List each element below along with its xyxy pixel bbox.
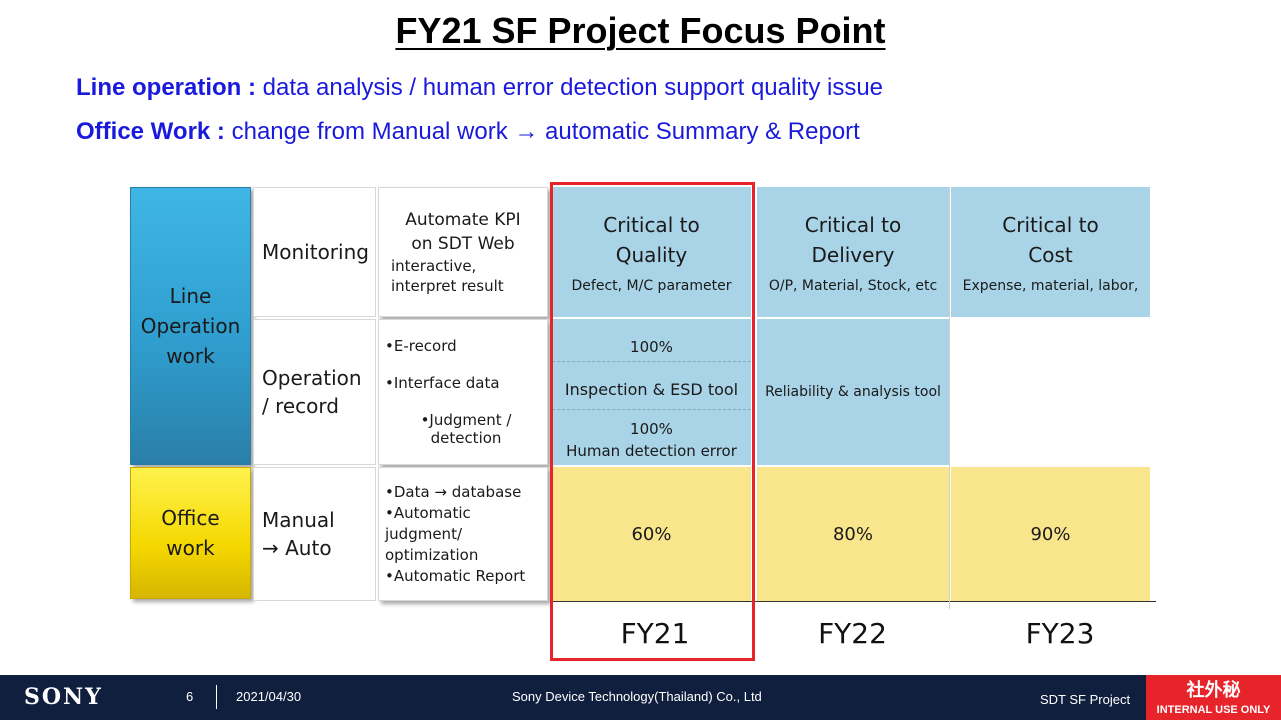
fy21-highlight-box — [550, 182, 755, 661]
fy23-sub: Expense, material, labor, — [962, 278, 1139, 294]
line-operation-label: Line operation : — [76, 74, 256, 101]
office-work-text: change from Manual work → automatic Summ… — [224, 118, 860, 145]
monitoring-sub: interactive, interpret result — [391, 257, 504, 295]
manual-item: •Automatic Report — [385, 566, 526, 585]
fy21-header: Critical to Quality Defect, M/C paramete… — [552, 187, 751, 317]
sony-logo: SONY — [24, 684, 103, 710]
manual-item: •Automatic judgment/ optimization — [385, 503, 479, 564]
fy23-operation — [951, 319, 1150, 465]
line-operation-point: Line operation : data analysis / human e… — [76, 74, 883, 102]
fy23-office: 90% — [951, 467, 1150, 601]
footer-divider — [216, 685, 217, 709]
fy22-header: Critical to Delivery O/P, Material, Stoc… — [757, 187, 949, 317]
fy21-head: Critical to Quality — [603, 213, 700, 267]
year-fy21: FY21 — [620, 616, 690, 650]
fy21-op3a: 100% — [630, 420, 673, 438]
fy23-head: Critical to Cost — [1002, 213, 1099, 267]
fy22-head: Critical to Delivery — [804, 213, 902, 267]
op-item: •Judgment / detection — [420, 410, 512, 447]
fy21-sub: Defect, M/C parameter — [571, 278, 732, 294]
fy21-op1: 100% — [630, 338, 673, 356]
year-fy22: FY22 — [818, 616, 887, 650]
subcategory-manual: Manual → Auto — [253, 467, 376, 601]
footer-company: Sony Device Technology(Thailand) Co., Lt… — [512, 689, 762, 704]
internal-use-badge: 社外秘 INTERNAL USE ONLY — [1146, 675, 1281, 720]
manual-item: •Data → database — [385, 482, 522, 501]
office-work-label: Office Work : — [76, 118, 225, 145]
year-fy23: FY23 — [1025, 616, 1095, 650]
detail-monitoring: Automate KPI on SDT Web interactive, int… — [378, 187, 548, 317]
fy22-sub: O/P, Material, Stock, etc — [768, 278, 938, 294]
fy22-office: 80% — [757, 467, 949, 601]
category-line-operation: Line Operation work — [130, 187, 251, 465]
office-work-point: Office Work : change from Manual work → … — [76, 118, 860, 146]
op-item: •Interface data — [385, 373, 500, 392]
fy21-operation — [552, 319, 751, 465]
fy23-header: Critical to Cost Expense, material, labo… — [951, 187, 1150, 317]
op-item: •E-record — [385, 337, 457, 356]
footer-date: 2021/04/30 — [236, 689, 302, 704]
detail-operation: •E-record •Interface data •Judgment / de… — [378, 319, 548, 465]
fy21-op3b: Human detection error — [566, 442, 737, 460]
monitoring-title: Automate KPI on SDT Web — [405, 210, 521, 254]
category-office: Office work — [130, 467, 251, 599]
page-number: 6 — [186, 689, 194, 704]
subcategory-monitoring: Monitoring — [253, 187, 376, 317]
footer-project: SDT SF Project — [1040, 692, 1131, 707]
detail-manual: •Data → database •Automatic judgment/ op… — [378, 467, 548, 601]
line-operation-text: data analysis / human error detection su… — [256, 74, 884, 101]
badge-jp: 社外秘 — [1186, 680, 1241, 700]
subcategory-operation: Operation / record — [253, 319, 376, 465]
footer-bar: SONY 6 2021/04/30 Sony Device Technology… — [0, 675, 1281, 720]
fy21-office: 60% — [552, 467, 751, 601]
badge-en: INTERNAL USE ONLY — [1156, 704, 1271, 716]
fy22-operation: Reliability & analysis tool — [757, 319, 949, 465]
fy21-op2: Inspection & ESD tool — [564, 379, 739, 399]
slide-title: FY21 SF Project Focus Point — [395, 10, 886, 51]
